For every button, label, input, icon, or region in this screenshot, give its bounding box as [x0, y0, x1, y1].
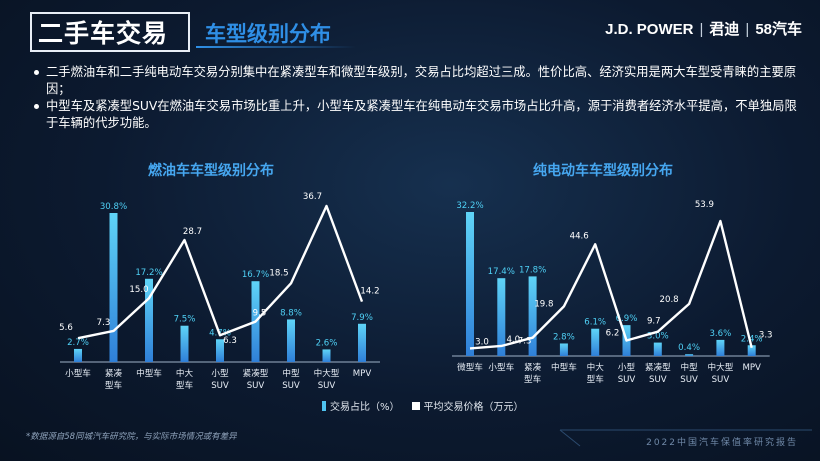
bar [716, 339, 725, 356]
price-line [77, 204, 364, 340]
bar-data-label: 6.1% [584, 318, 606, 328]
line-data-label: 3.3 [759, 331, 773, 341]
bar [685, 354, 694, 356]
bullet-item: 中型车及紧凑型SUV在燃油车交易市场比重上升，小型车及紧凑型车在纯电动车交易市场… [34, 98, 804, 132]
line-data-label: 3.0 [475, 337, 489, 347]
decor-line [559, 429, 581, 447]
line-data-label: 7.3 [518, 337, 532, 347]
chart-legend: 交易占比（%） 平均交易价格（万元） [322, 398, 524, 413]
bullet-item: 二手燃油车和二手纯电动车交易分别集中在紧凑型车和微型车级别，交易占比均超过三成。… [34, 64, 804, 98]
report-name: 2022中国汽车保值率研究报告 [646, 438, 798, 448]
title-frame [30, 12, 190, 52]
footnote: *数据源自58同城汽车研究院，与实际市场情况或有差异 [26, 432, 237, 442]
line-data-label: 4.0 [506, 335, 520, 345]
bar [497, 278, 506, 356]
bar [216, 339, 224, 362]
line-data-label: 14.2 [360, 287, 379, 297]
brand-jdpower: J.D. POWER [605, 21, 694, 38]
category-tick-label: 紧凑型车 [105, 367, 123, 391]
bar-data-label: 6.9% [616, 314, 638, 324]
bar [358, 323, 366, 362]
bar-data-label: 2.4% [741, 334, 763, 344]
category-tick-label: 中大型车 [176, 367, 194, 391]
bar-data-label: 2.8% [553, 332, 575, 342]
chart-title-ev: 纯电动车车型级别分布 [533, 163, 673, 179]
brand-jundi: 君迪 [709, 21, 740, 38]
line-data-label: 53.9 [695, 200, 714, 210]
category-tick-label: 小型车 [488, 361, 514, 373]
category-tick-label: 中大型 SUV [708, 361, 734, 385]
legend-bar-label: 交易占比（%） [330, 402, 400, 413]
category-tick-label: 小型车 [65, 367, 91, 379]
line-data-label: 9.5 [253, 309, 267, 319]
bar-data-label: 0.4% [678, 343, 700, 353]
bar [322, 349, 331, 362]
line-data-label: 18.5 [269, 268, 288, 278]
category-tick-label: 紧凑型 SUV [645, 361, 671, 385]
brand-logos: J.D. POWER | 君迪 | 58汽车 [605, 18, 802, 39]
page-subtitle: 车型级别分布 [205, 22, 331, 46]
bar-data-label: 3.6% [709, 329, 731, 339]
bar [653, 342, 662, 356]
category-tick-label: 小型 SUV [211, 368, 229, 391]
category-tick-label: 中大型 SUV [314, 367, 340, 391]
category-tick-label: 中大型车 [587, 361, 605, 385]
category-tick-label: MPV [353, 369, 372, 379]
bar-data-label: 2.7% [67, 338, 89, 348]
category-tick-label: 紧凑型 SUV [243, 367, 269, 391]
category-tick-label: 紧凑型车 [524, 361, 542, 385]
bar [287, 319, 295, 362]
category-tick-label: 微型车 [457, 361, 483, 373]
bar-data-label: 7.5% [174, 315, 196, 325]
bar [591, 328, 600, 356]
brand-separator: | [745, 21, 750, 38]
bar-data-label: 30.8% [100, 202, 127, 212]
bar-data-label: 3.0% [647, 332, 669, 342]
bar-data-label: 16.7% [242, 270, 269, 280]
price-line [469, 219, 753, 350]
bar-data-label: 17.2% [135, 268, 162, 278]
subtitle-underline [196, 46, 356, 48]
chart-title-ice: 燃油车车型级别分布 [148, 163, 274, 179]
legend-line-label: 平均交易价格（万元） [423, 402, 524, 413]
bar [109, 213, 118, 362]
brand-58: 58汽车 [755, 21, 802, 38]
category-tick-label: 中型 SUV [282, 367, 300, 391]
category-tick-label: 中型 SUV [680, 361, 698, 385]
bar [466, 212, 474, 356]
bar-data-label: 32.2% [456, 201, 483, 211]
line-data-label: 19.8 [534, 299, 553, 309]
line-data-label: 6.3 [223, 336, 237, 346]
category-tick-label: MPV [742, 363, 761, 373]
summary-bullets: 二手燃油车和二手纯电动车交易分别集中在紧凑型车和微型车级别，交易占比均超过三成。… [34, 64, 804, 132]
bar [528, 276, 537, 356]
bar [74, 348, 82, 362]
line-data-label: 20.8 [660, 295, 679, 305]
legend-line-swatch [411, 402, 420, 410]
bar-data-label: 2.6% [316, 338, 338, 348]
brand-separator: | [699, 21, 704, 38]
bar-data-label: 8.8% [280, 308, 302, 318]
bar [747, 345, 756, 356]
legend-bar-swatch [322, 401, 326, 411]
line-data-label: 5.6 [59, 323, 73, 333]
category-tick-label: 中型车 [136, 367, 162, 379]
bar [145, 278, 153, 362]
line-data-label: 44.6 [570, 231, 589, 241]
line-data-label: 28.7 [183, 227, 202, 237]
line-data-label: 7.3 [97, 318, 111, 328]
line-data-label: 15.0 [129, 285, 148, 295]
bar-data-label: 7.9% [351, 313, 373, 323]
bar [559, 343, 568, 356]
bar [180, 325, 189, 362]
bar-data-label: 17.8% [519, 265, 546, 275]
line-data-label: 36.7 [303, 192, 322, 202]
category-tick-label: 小型 SUV [618, 362, 636, 385]
page-title: 二手车交易 [38, 19, 169, 48]
line-data-label: 9.7 [647, 317, 661, 327]
line-data-label: 6.2 [606, 328, 620, 338]
category-tick-label: 中型车 [551, 361, 577, 373]
bar-data-label: 17.4% [488, 267, 515, 277]
